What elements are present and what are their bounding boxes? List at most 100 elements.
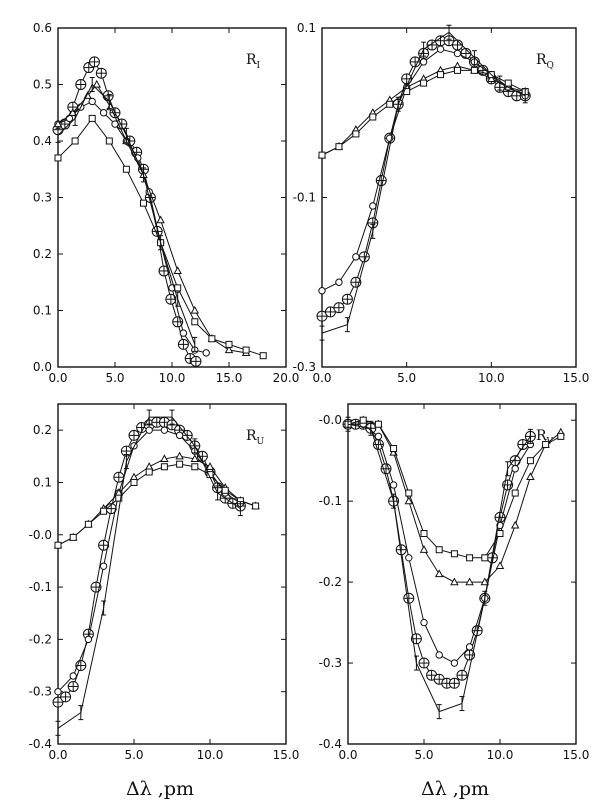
data-point (511, 489, 519, 497)
x-tick-label: 15.0 (216, 371, 243, 385)
data-point (224, 345, 234, 354)
data-point (115, 494, 123, 502)
data-point (436, 45, 445, 53)
panel-label: RU (246, 428, 265, 447)
data-point (69, 672, 77, 680)
data-point (71, 137, 79, 145)
y-tick-label: -0.4 (29, 737, 52, 751)
y-tick-label: 0.1 (33, 304, 52, 318)
data-point (205, 462, 215, 470)
data-point (176, 460, 184, 468)
data-point (352, 253, 360, 261)
data-point (526, 457, 534, 465)
y-tick-label: 0.2 (33, 423, 52, 437)
data-point (374, 432, 383, 441)
series-line (57, 463, 256, 546)
x-axis-label-right: Δλ ,pm (421, 778, 489, 800)
series-errorbar (319, 24, 528, 341)
data-point (374, 420, 382, 428)
data-point (557, 432, 565, 440)
series-triangle (53, 79, 251, 356)
series-oplus (342, 418, 536, 689)
data-point (481, 554, 489, 562)
data-point (160, 463, 168, 471)
x-tick-label: 0.0 (48, 748, 67, 762)
data-point (54, 154, 62, 162)
data-point (191, 318, 199, 326)
data-point (390, 445, 398, 453)
panel-label-subscript: I (257, 61, 261, 71)
data-point (466, 554, 474, 562)
data-point (369, 202, 377, 210)
data-point (496, 530, 504, 538)
data-point (470, 66, 478, 74)
panel-label: RI (246, 52, 261, 71)
x-tick-label: 0.0 (338, 748, 357, 762)
data-point (453, 49, 462, 58)
data-point (99, 562, 108, 570)
data-point (450, 659, 459, 667)
data-point (88, 114, 96, 122)
plot-frame (321, 27, 577, 368)
series-circle (344, 420, 535, 667)
data-point (130, 478, 138, 486)
data-point (122, 165, 130, 173)
series-triangle (317, 61, 530, 159)
data-point (318, 287, 326, 295)
y-tick-label: -0.2 (319, 575, 342, 589)
data-point (175, 431, 184, 440)
panel-3: 0.0 5.0 10.0 15.0 0.2 0.1 -0.0 -0.1 -0.2 -0.3 -0.4… (29, 403, 299, 762)
y-tick-label: 0.1 (33, 475, 52, 489)
data-point (435, 651, 443, 659)
y-tick-label: -0.4 (319, 737, 342, 751)
data-point (369, 113, 377, 121)
data-point (191, 463, 199, 471)
series-oplus (52, 416, 246, 708)
data-point (450, 577, 459, 586)
data-point (100, 507, 108, 515)
data-point (145, 426, 153, 434)
plot-frame (57, 403, 287, 745)
data-point (69, 533, 77, 541)
y-tick-label: 0.0 (33, 360, 52, 374)
data-point (487, 74, 496, 82)
x-tick-label: 0.0 (48, 371, 67, 385)
data-point (160, 454, 169, 463)
x-tick-label: 5.0 (124, 748, 143, 762)
data-point (405, 489, 413, 497)
data-point (386, 100, 394, 108)
data-point (504, 79, 512, 87)
series-oplus (52, 56, 202, 367)
data-point (252, 502, 260, 510)
data-point (419, 58, 428, 66)
data-point (465, 577, 474, 586)
data-point (420, 79, 428, 87)
data-point (140, 199, 147, 207)
data-point (352, 130, 360, 138)
y-tick-label: -0.1 (293, 191, 316, 205)
x-tick-label: 20.0 (273, 371, 300, 385)
data-point (129, 472, 139, 481)
x-axis-label-left: Δλ ,pm (126, 778, 194, 800)
data-point (84, 635, 93, 644)
series-line (348, 423, 531, 684)
x-tick-label: 10.0 (478, 371, 505, 385)
y-tick-label: 0.1 (297, 21, 316, 35)
data-point (190, 454, 200, 463)
panel-2: 0.0 5.0 10.0 15.0 0.1 -0.1 -0.3 RQ (293, 21, 590, 385)
series-square (54, 460, 260, 549)
x-tick-label: 15.0 (563, 371, 590, 385)
series-line (348, 423, 531, 664)
data-point (511, 465, 519, 473)
data-point (318, 151, 326, 159)
data-point (434, 569, 444, 578)
data-point (160, 426, 169, 434)
data-point (389, 481, 398, 489)
data-point (335, 143, 343, 151)
y-tick-label: 0.4 (33, 134, 52, 148)
data-point (54, 541, 62, 549)
data-point (190, 305, 200, 314)
data-point (259, 352, 267, 360)
series-errorbar (55, 409, 243, 736)
